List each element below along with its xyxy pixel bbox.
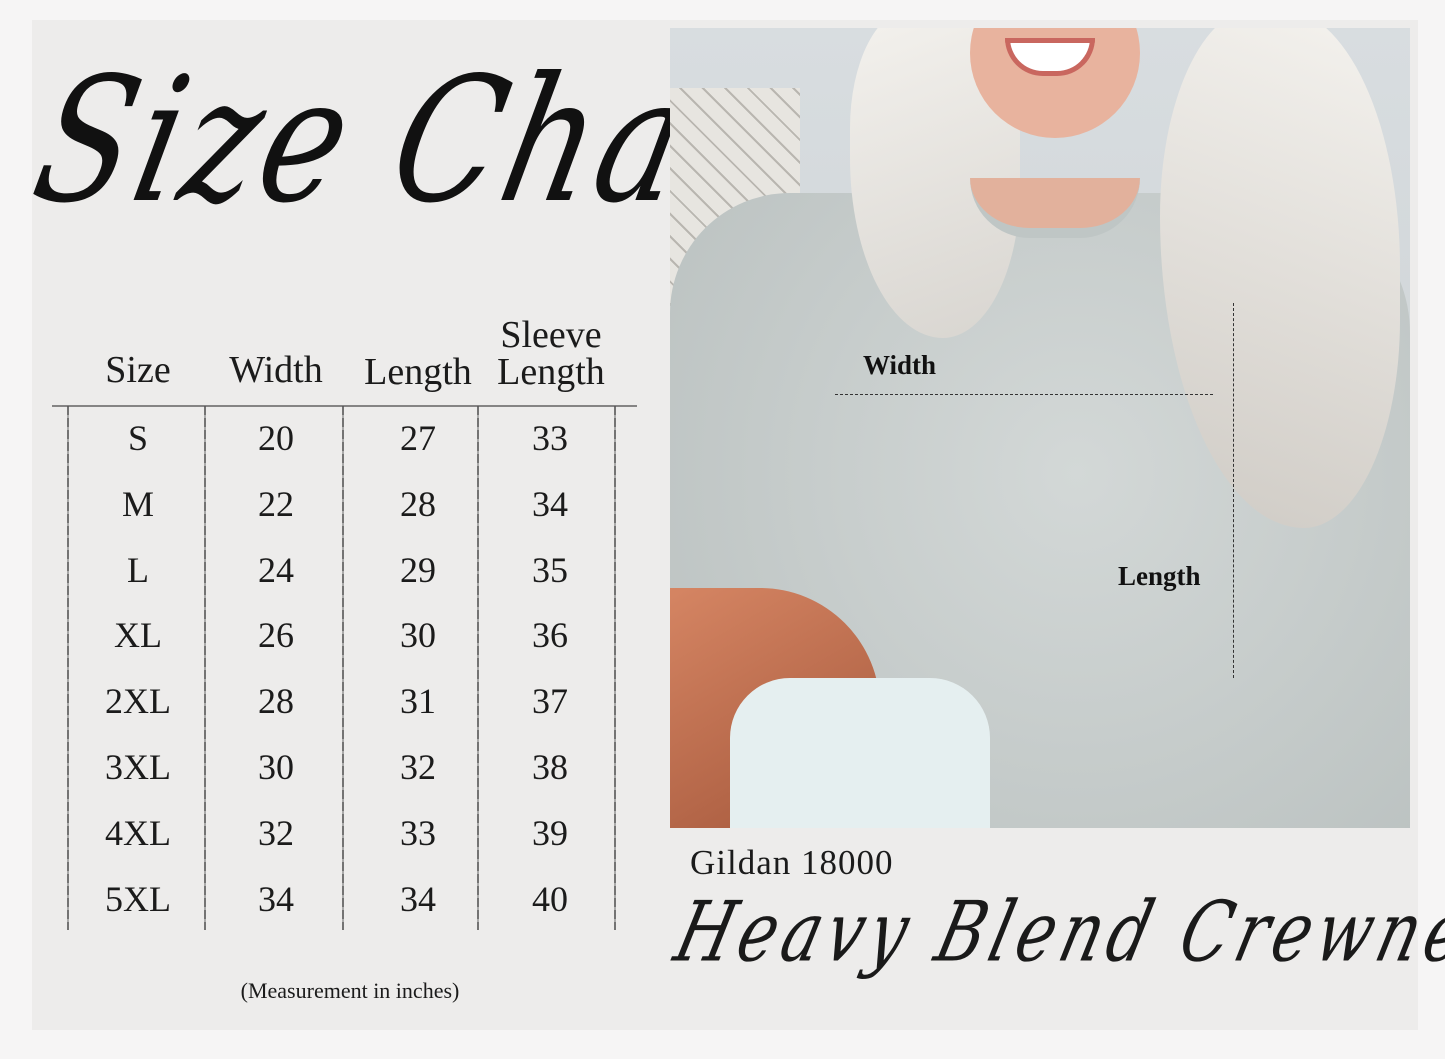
table-column-divider (614, 406, 616, 930)
table-header-divider (52, 405, 637, 407)
length-label: Length (1118, 561, 1201, 591)
cell-width: 22 (258, 483, 294, 524)
cell-sleeve: 33 (532, 418, 568, 458)
cell-sleeve: 38 (532, 747, 568, 787)
cell-sleeve: 39 (532, 812, 568, 853)
length-arrow (1233, 303, 1235, 678)
cell-width: 26 (258, 615, 294, 656)
jeans (730, 678, 990, 828)
cell-sleeve: 35 (532, 549, 568, 590)
cell-size: 4XL (105, 812, 171, 853)
cell-length: 28 (400, 483, 436, 524)
cell-size: S (127, 418, 149, 458)
cell-size: 5XL (105, 878, 171, 919)
model-photo: Width Length (670, 28, 1410, 828)
width-arrow (835, 394, 1213, 396)
cell-sleeve: 34 (532, 483, 568, 524)
cell-size: M (121, 483, 154, 524)
cell-width: 28 (258, 681, 294, 722)
cell-sleeve: 37 (532, 681, 568, 722)
header-width: Width (229, 349, 323, 391)
measurement-note: (Measurement in inches) (240, 978, 460, 1003)
product-model: Gildan 18000 (690, 843, 894, 882)
table-column-divider (67, 406, 69, 930)
header-sleeve-top: Sleeve (500, 314, 602, 356)
cell-size: 2XL (105, 681, 171, 722)
header-sleeve-bottom: Length (497, 351, 605, 393)
cell-length: 33 (400, 812, 436, 853)
cell-width: 20 (258, 418, 294, 458)
cell-length: 30 (400, 615, 436, 656)
cell-size: XL (114, 615, 162, 656)
cell-length: 29 (400, 549, 436, 590)
cell-width: 30 (258, 747, 294, 787)
cell-length: 31 (400, 681, 436, 722)
table-column-divider (477, 406, 479, 930)
cell-length: 34 (400, 878, 436, 919)
neckline (970, 178, 1140, 238)
width-label: Width (863, 350, 937, 380)
cell-sleeve: 36 (532, 615, 568, 656)
table-column-divider (342, 406, 344, 930)
cell-width: 32 (258, 812, 294, 853)
header-size: Size (105, 349, 171, 391)
cell-sleeve: 40 (532, 878, 568, 919)
header-length: Length (364, 351, 472, 393)
cell-length: 27 (400, 418, 436, 458)
cell-size: L (127, 549, 149, 590)
cell-width: 34 (258, 878, 294, 919)
table-column-divider (204, 406, 206, 930)
product-name: Heavy Blend Crewneck (666, 885, 1445, 982)
cell-size: 3XL (105, 747, 171, 787)
cell-length: 32 (400, 747, 436, 787)
cell-width: 24 (258, 549, 294, 590)
